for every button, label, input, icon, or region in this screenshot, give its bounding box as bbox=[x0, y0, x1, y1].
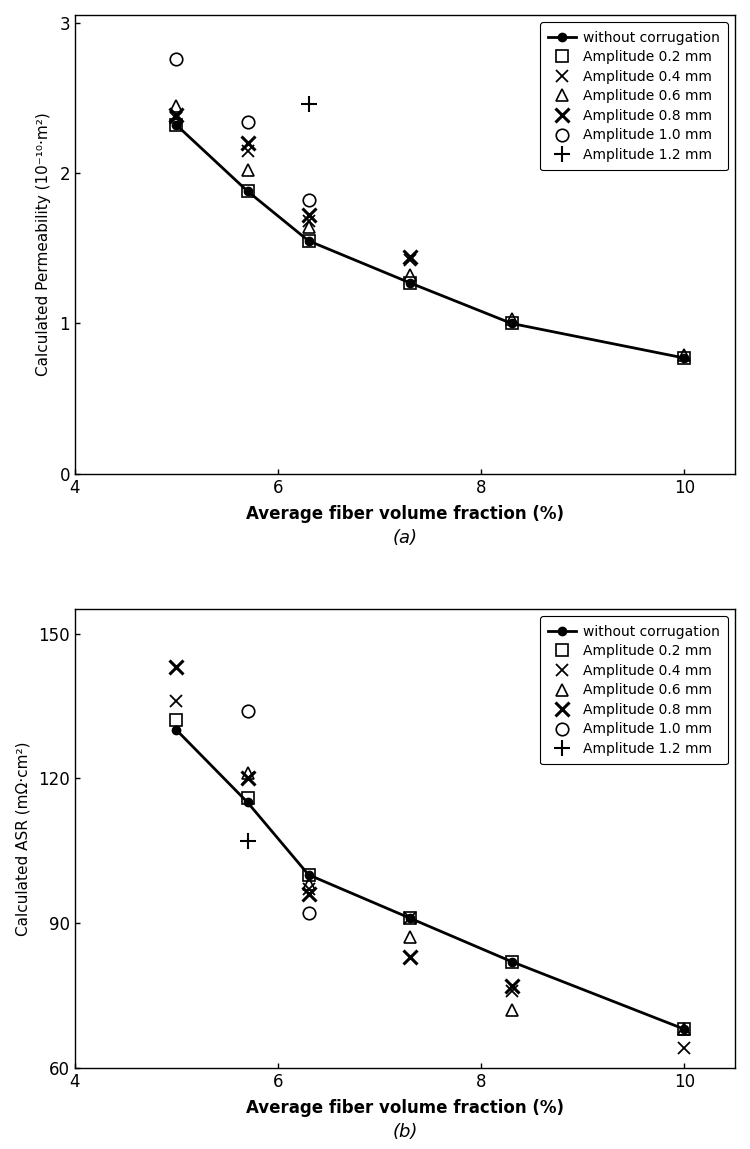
Line: Amplitude 0.2 mm: Amplitude 0.2 mm bbox=[171, 715, 690, 1035]
Amplitude 0.2 mm bbox=[680, 1023, 688, 1036]
Y-axis label: Calculated ASR (mΩ·cm²): Calculated ASR (mΩ·cm²) bbox=[15, 741, 30, 935]
Amplitude 0.2 mm bbox=[243, 791, 252, 804]
Amplitude 0.6 mm bbox=[304, 878, 313, 892]
Line: Amplitude 0.6 mm: Amplitude 0.6 mm bbox=[242, 768, 690, 1035]
Amplitude 0.8 mm bbox=[406, 250, 415, 264]
without corrugation bbox=[680, 352, 688, 365]
Text: (a): (a) bbox=[392, 529, 418, 547]
Line: Amplitude 1.0 mm: Amplitude 1.0 mm bbox=[242, 704, 315, 919]
Amplitude 1.0 mm bbox=[304, 193, 313, 207]
Amplitude 0.4 mm bbox=[172, 694, 181, 708]
X-axis label: Average fiber volume fraction (%): Average fiber volume fraction (%) bbox=[246, 1098, 564, 1117]
Line: without corrugation: without corrugation bbox=[172, 726, 688, 1033]
Line: without corrugation: without corrugation bbox=[172, 121, 688, 362]
without corrugation bbox=[680, 1023, 688, 1036]
Y-axis label: Calculated Permeability (10⁻¹⁰·m²): Calculated Permeability (10⁻¹⁰·m²) bbox=[36, 113, 51, 377]
Amplitude 1.0 mm bbox=[243, 704, 252, 718]
without corrugation bbox=[243, 795, 252, 809]
Line: Amplitude 0.8 mm: Amplitude 0.8 mm bbox=[170, 108, 417, 264]
Amplitude 0.6 mm bbox=[243, 766, 252, 780]
Amplitude 0.2 mm bbox=[406, 911, 415, 925]
X-axis label: Average fiber volume fraction (%): Average fiber volume fraction (%) bbox=[246, 504, 564, 523]
Line: Amplitude 0.8 mm: Amplitude 0.8 mm bbox=[170, 661, 518, 993]
Amplitude 0.2 mm bbox=[172, 118, 181, 132]
Amplitude 0.2 mm bbox=[406, 276, 415, 290]
Amplitude 0.6 mm bbox=[304, 221, 313, 234]
Amplitude 0.8 mm bbox=[406, 950, 415, 964]
Amplitude 0.6 mm bbox=[172, 99, 181, 113]
Amplitude 0.4 mm bbox=[507, 984, 516, 997]
without corrugation bbox=[304, 234, 313, 248]
Amplitude 0.6 mm bbox=[507, 1003, 516, 1017]
Amplitude 1.0 mm bbox=[172, 52, 181, 65]
Amplitude 0.2 mm bbox=[243, 184, 252, 198]
without corrugation bbox=[406, 911, 415, 925]
without corrugation bbox=[507, 317, 516, 331]
Text: (b): (b) bbox=[392, 1123, 418, 1141]
Amplitude 0.6 mm bbox=[243, 163, 252, 177]
Amplitude 0.6 mm bbox=[507, 313, 516, 326]
Amplitude 0.2 mm bbox=[680, 352, 688, 365]
Line: Amplitude 0.6 mm: Amplitude 0.6 mm bbox=[171, 100, 690, 361]
Amplitude 0.4 mm bbox=[406, 254, 415, 268]
Line: Amplitude 0.4 mm: Amplitude 0.4 mm bbox=[171, 113, 416, 265]
Amplitude 0.2 mm bbox=[172, 714, 181, 727]
Amplitude 0.8 mm bbox=[304, 208, 313, 222]
Amplitude 0.8 mm bbox=[172, 661, 181, 674]
Line: Amplitude 1.0 mm: Amplitude 1.0 mm bbox=[170, 53, 315, 207]
Amplitude 0.8 mm bbox=[243, 137, 252, 151]
Legend: without corrugation, Amplitude 0.2 mm, Amplitude 0.4 mm, Amplitude 0.6 mm, Ampli: without corrugation, Amplitude 0.2 mm, A… bbox=[540, 616, 728, 764]
Amplitude 0.8 mm bbox=[172, 108, 181, 122]
Amplitude 0.8 mm bbox=[243, 771, 252, 785]
Amplitude 0.6 mm bbox=[680, 1023, 688, 1036]
without corrugation bbox=[243, 184, 252, 198]
without corrugation bbox=[172, 723, 181, 737]
Amplitude 0.4 mm bbox=[406, 911, 415, 925]
Amplitude 0.2 mm bbox=[304, 234, 313, 248]
without corrugation bbox=[172, 118, 181, 132]
Amplitude 0.4 mm bbox=[243, 144, 252, 157]
Legend: without corrugation, Amplitude 0.2 mm, Amplitude 0.4 mm, Amplitude 0.6 mm, Ampli: without corrugation, Amplitude 0.2 mm, A… bbox=[540, 22, 728, 170]
Amplitude 0.4 mm bbox=[304, 882, 313, 896]
without corrugation bbox=[406, 276, 415, 290]
Amplitude 0.6 mm bbox=[680, 348, 688, 362]
Amplitude 0.4 mm bbox=[304, 215, 313, 229]
Amplitude 1.0 mm bbox=[304, 907, 313, 920]
Amplitude 0.2 mm bbox=[507, 317, 516, 331]
Amplitude 0.6 mm bbox=[406, 931, 415, 944]
Line: Amplitude 0.2 mm: Amplitude 0.2 mm bbox=[171, 119, 690, 363]
Amplitude 0.8 mm bbox=[304, 887, 313, 901]
Amplitude 1.0 mm bbox=[243, 115, 252, 129]
Line: Amplitude 0.4 mm: Amplitude 0.4 mm bbox=[171, 695, 690, 1054]
Amplitude 0.2 mm bbox=[304, 867, 313, 881]
Amplitude 0.6 mm bbox=[406, 269, 415, 283]
Amplitude 0.4 mm bbox=[243, 771, 252, 785]
Amplitude 0.2 mm bbox=[507, 955, 516, 969]
without corrugation bbox=[304, 867, 313, 881]
Amplitude 0.4 mm bbox=[172, 110, 181, 124]
Amplitude 0.8 mm bbox=[507, 979, 516, 993]
without corrugation bbox=[507, 955, 516, 969]
Amplitude 0.4 mm bbox=[680, 1041, 688, 1055]
